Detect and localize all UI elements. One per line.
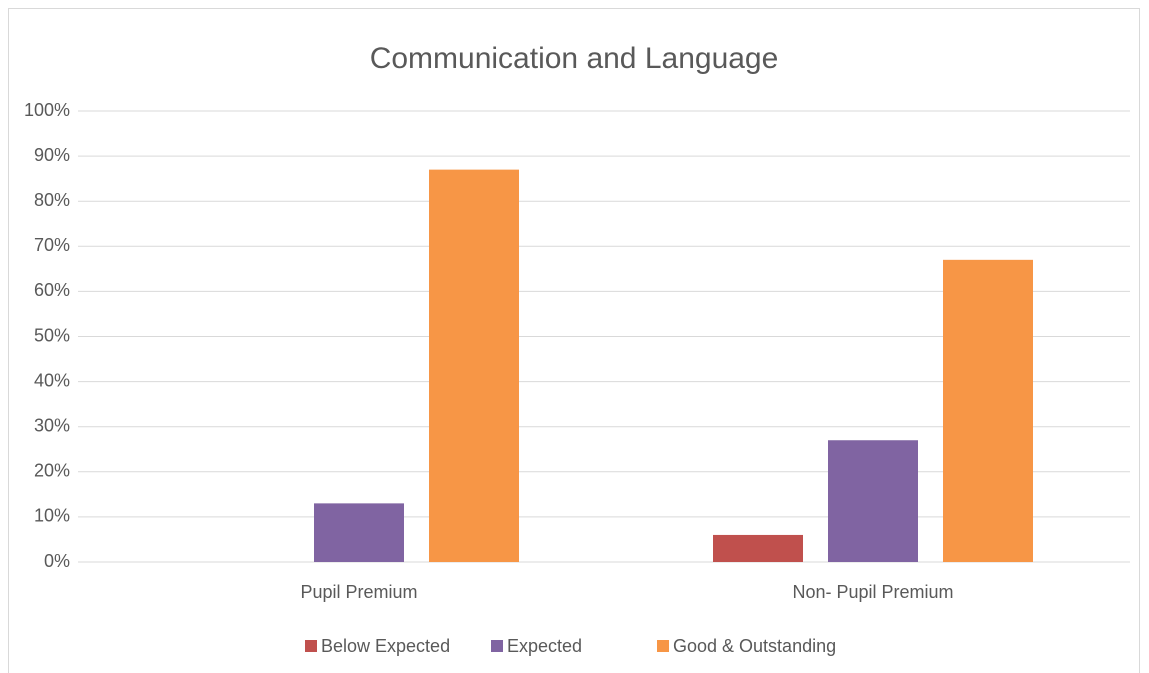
bar [429, 169, 519, 562]
y-tick-label: 40% [34, 370, 70, 390]
bar [314, 503, 404, 562]
y-tick-label: 80% [34, 190, 70, 210]
legend-label: Expected [507, 636, 582, 656]
bar [828, 440, 918, 562]
y-tick-label: 90% [34, 145, 70, 165]
y-tick-label: 0% [44, 551, 70, 571]
y-tick-label: 10% [34, 506, 70, 526]
legend-swatch [305, 640, 317, 652]
x-tick-label: Pupil Premium [300, 582, 417, 602]
y-tick-label: 100% [24, 100, 70, 120]
bar [713, 534, 803, 562]
y-tick-label: 30% [34, 415, 70, 435]
legend-swatch [657, 640, 669, 652]
legend-swatch [491, 640, 503, 652]
y-tick-label: 60% [34, 280, 70, 300]
x-tick-label: Non- Pupil Premium [792, 582, 953, 602]
y-tick-label: 50% [34, 325, 70, 345]
y-tick-label: 70% [34, 235, 70, 255]
y-tick-label: 20% [34, 461, 70, 481]
bar [943, 259, 1033, 562]
legend-label: Good & Outstanding [673, 636, 836, 656]
legend-label: Below Expected [321, 636, 450, 656]
chart-title: Communication and Language [370, 42, 779, 75]
